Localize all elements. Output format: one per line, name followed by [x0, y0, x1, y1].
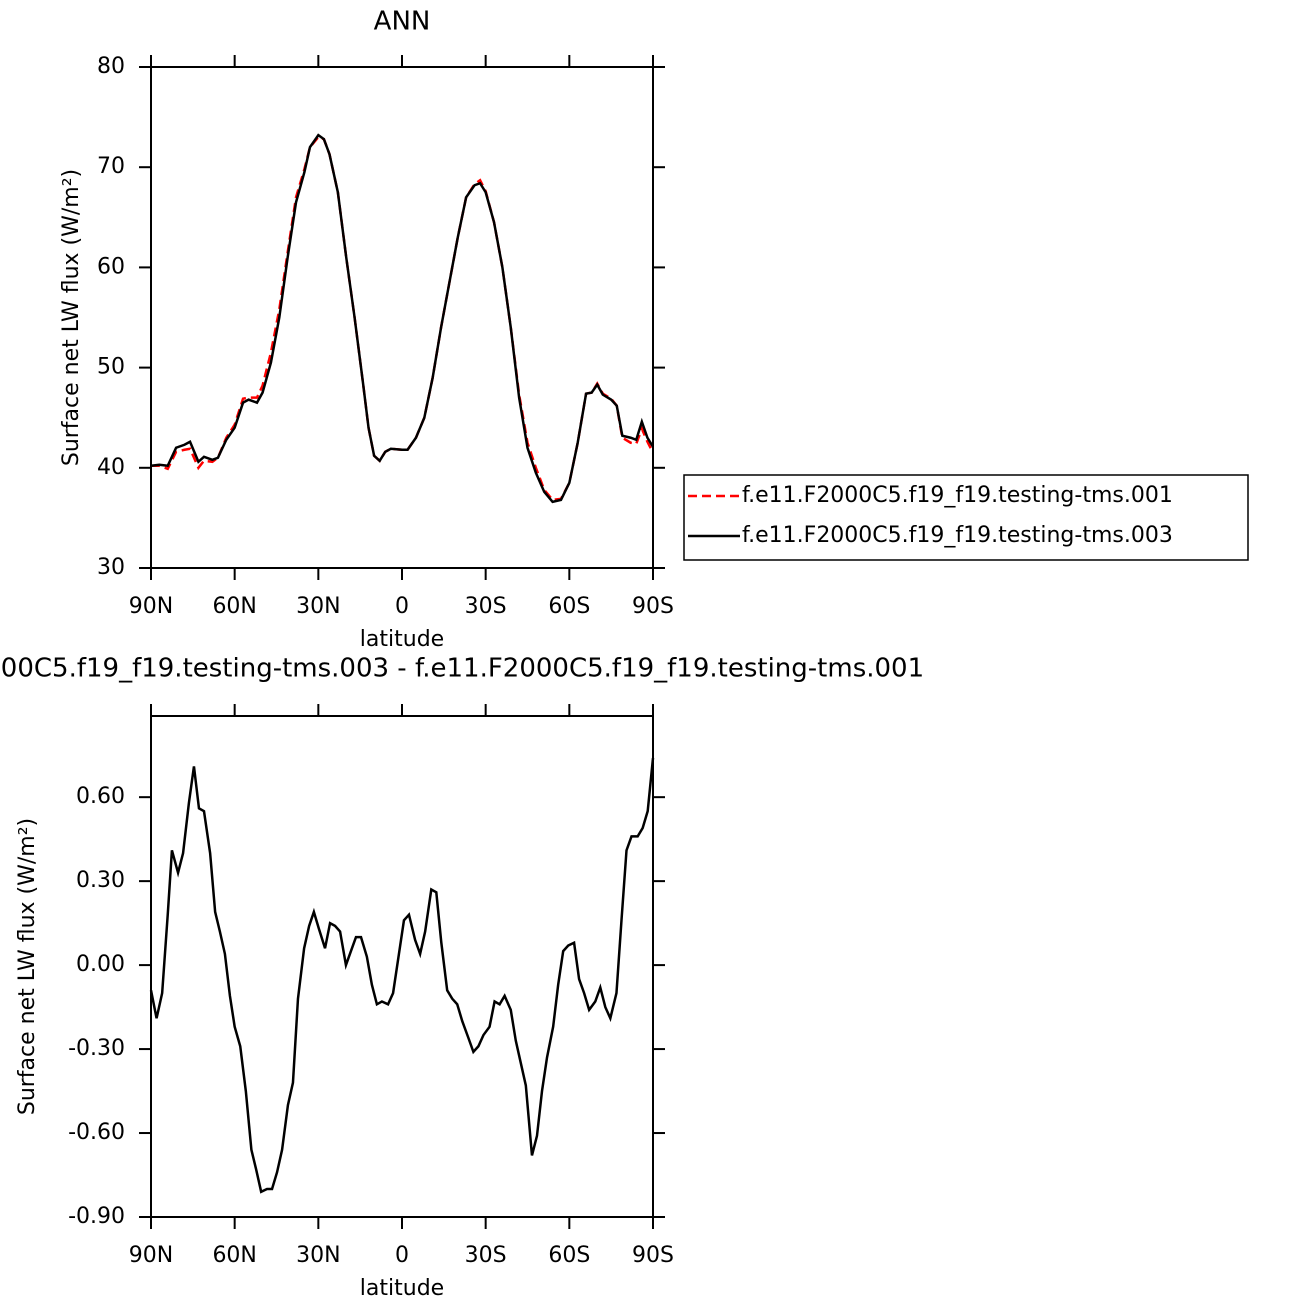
y-tick-label: 40	[97, 455, 125, 480]
x-tick-label: 90S	[632, 1243, 674, 1268]
y-tick-label: 0.00	[76, 952, 125, 977]
plot-frame	[150, 715, 654, 1218]
data-line	[150, 133, 655, 504]
y-axis-label: Surface net LW flux (W/m²)	[15, 818, 40, 1115]
x-tick-label: 90S	[632, 594, 674, 619]
x-tick-label: 30N	[296, 1243, 340, 1268]
legend-label: f.e11.F2000C5.f19_f19.testing-tms.003	[742, 523, 1173, 548]
x-tick-label: 30N	[296, 594, 340, 619]
x-axis-label: latitude	[360, 627, 444, 652]
y-tick-label: 80	[97, 54, 125, 79]
x-tick-label: 30S	[465, 594, 507, 619]
x-tick-label: 60S	[548, 1243, 590, 1268]
y-tick-label: -0.30	[68, 1036, 125, 1061]
x-tick-label: 0	[395, 594, 409, 619]
chart-title: f.e11.F2000C5.f19_f19.testing-tms.003 - …	[0, 654, 924, 684]
legend-box	[683, 474, 1249, 561]
x-tick-label: 90N	[129, 594, 173, 619]
legend-label: f.e11.F2000C5.f19_f19.testing-tms.001	[742, 483, 1173, 508]
y-tick-label: 60	[97, 254, 125, 279]
y-tick-label: 70	[97, 154, 125, 179]
y-tick-label: -0.60	[68, 1120, 125, 1145]
x-tick-label: 60S	[548, 594, 590, 619]
x-tick-label: 60N	[212, 1243, 256, 1268]
y-tick-label: 50	[97, 355, 125, 380]
y-tick-label: -0.90	[68, 1204, 125, 1229]
chart-title: ANN	[374, 7, 431, 37]
plot-frame	[150, 66, 654, 569]
data-line	[149, 757, 655, 1194]
x-tick-label: 30S	[465, 1243, 507, 1268]
x-tick-label: 0	[395, 1243, 409, 1268]
x-axis-label: latitude	[360, 1276, 444, 1301]
y-tick-label: 0.30	[76, 868, 125, 893]
x-tick-label: 60N	[212, 594, 256, 619]
y-axis-label: Surface net LW flux (W/m²)	[59, 169, 84, 466]
y-tick-label: 30	[97, 555, 125, 580]
y-tick-label: 0.60	[76, 784, 125, 809]
x-tick-label: 90N	[129, 1243, 173, 1268]
